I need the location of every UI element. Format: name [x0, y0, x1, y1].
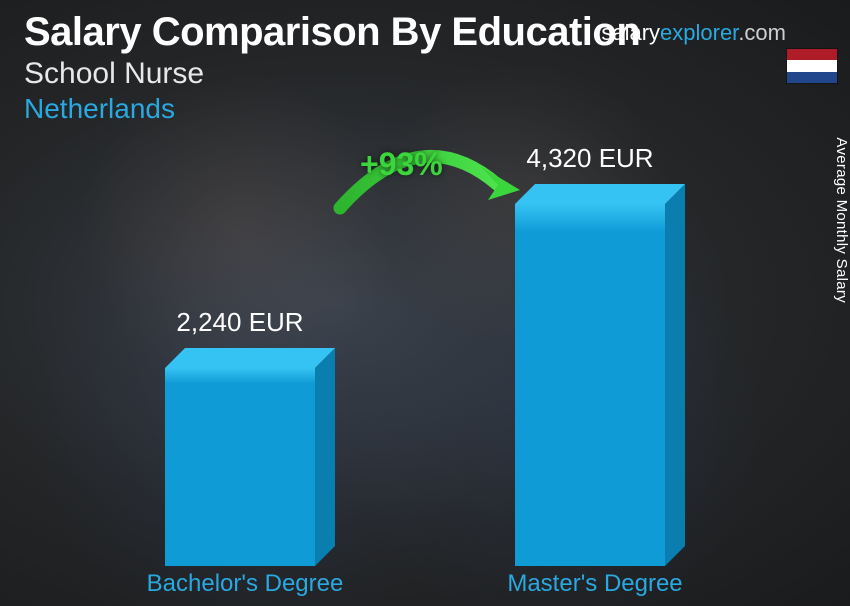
- flag-stripe-1: [787, 49, 837, 60]
- flag-icon: [786, 48, 838, 84]
- flag-stripe-3: [787, 72, 837, 83]
- bar-side: [315, 348, 335, 566]
- bar-front: [515, 204, 665, 566]
- brand-suffix: .com: [738, 20, 786, 45]
- brand-logo: salaryexplorer.com: [601, 20, 786, 46]
- bar-front: [165, 368, 315, 566]
- bar-side: [665, 184, 685, 566]
- bar-category-master: Master's Degree: [475, 570, 715, 598]
- bar-top: [165, 348, 335, 368]
- bar-category-bachelor: Bachelor's Degree: [125, 570, 365, 598]
- brand-prefix: salary: [601, 20, 660, 45]
- y-axis-label: Average Monthly Salary: [834, 137, 850, 303]
- country-label: Netherlands: [24, 93, 826, 125]
- bar-top: [515, 184, 685, 204]
- percent-increase-badge: +93%: [360, 146, 443, 183]
- brand-mid: explorer: [660, 20, 738, 45]
- job-title: School Nurse: [24, 57, 826, 91]
- flag-stripe-2: [787, 60, 837, 71]
- bar-value-label: 2,240 EUR: [140, 307, 340, 338]
